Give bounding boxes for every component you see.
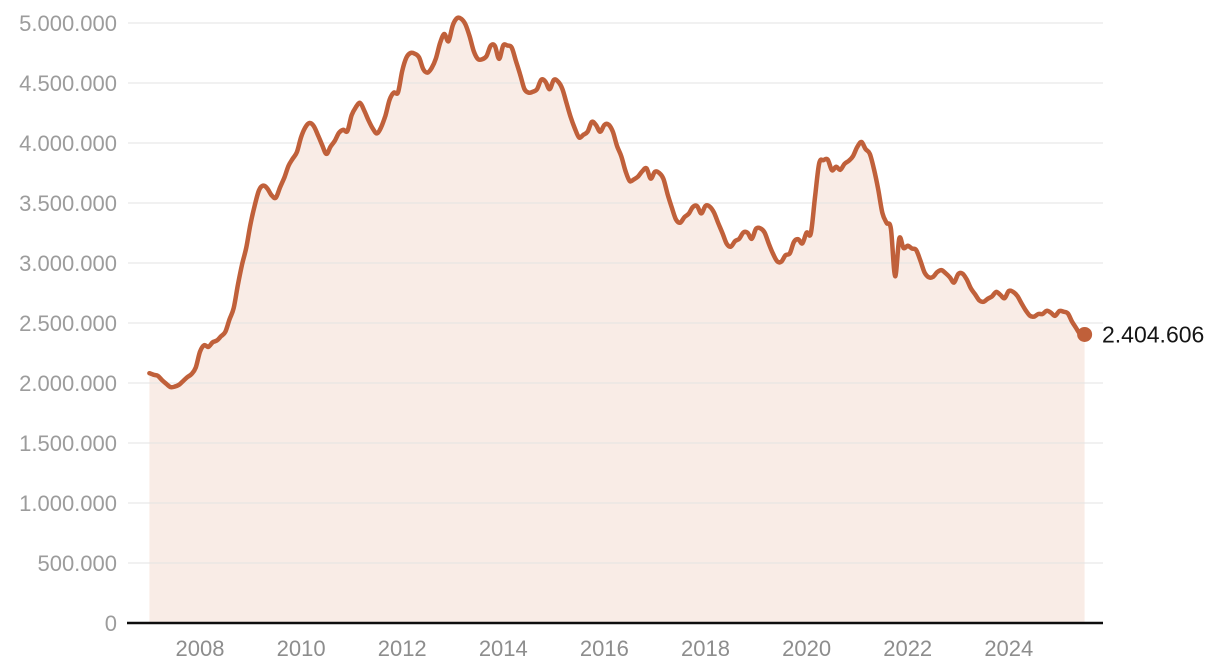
y-axis-tick-label: 500.000 <box>37 551 117 576</box>
area-fill <box>149 17 1085 623</box>
y-axis-tick-label: 4.000.000 <box>19 131 117 156</box>
y-axis-tick-label: 1.000.000 <box>19 491 117 516</box>
y-axis-tick-label: 2.500.000 <box>19 311 117 336</box>
series-line <box>147 15 1087 390</box>
y-axis-tick-label: 3.000.000 <box>19 251 117 276</box>
y-axis-tick-label: 0 <box>105 611 117 636</box>
x-axis-tick-label: 2014 <box>479 636 528 661</box>
y-axis-tick-label: 5.000.000 <box>19 11 117 36</box>
x-axis-tick-label: 2022 <box>883 636 932 661</box>
y-axis-tick-label: 3.500.000 <box>19 191 117 216</box>
y-axis-tick-label: 2.000.000 <box>19 371 117 396</box>
x-axis-tick-label: 2008 <box>176 636 225 661</box>
x-axis-tick-label: 2024 <box>984 636 1033 661</box>
y-axis-tick-label: 4.500.000 <box>19 71 117 96</box>
series-end-value-label: 2.404.606 <box>1102 321 1204 347</box>
x-axis-tick-label: 2016 <box>580 636 629 661</box>
x-axis-tick-label: 2012 <box>378 636 427 661</box>
x-axis-tick-label: 2018 <box>681 636 730 661</box>
x-axis-tick-label: 2010 <box>277 636 326 661</box>
series-end-dot <box>1077 326 1093 342</box>
y-axis-tick-label: 1.500.000 <box>19 431 117 456</box>
x-axis-tick-label: 2020 <box>782 636 831 661</box>
